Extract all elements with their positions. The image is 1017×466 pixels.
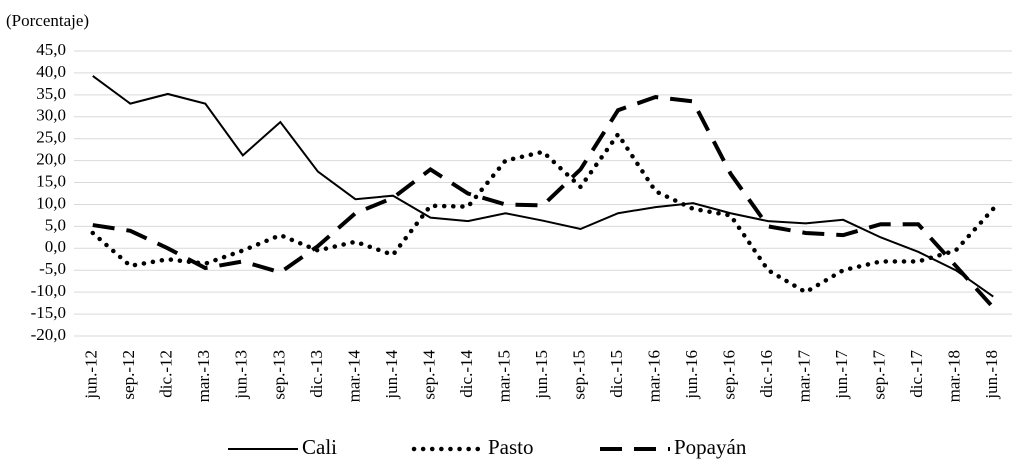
x-tick-label: jun.-13 xyxy=(232,350,251,400)
series-line xyxy=(90,130,996,295)
x-tick-label: dic.-15 xyxy=(607,350,626,398)
x-tick-label: mar.-13 xyxy=(194,350,213,402)
x-tick-label: sep.-13 xyxy=(269,350,288,400)
x-tick-label: mar.-15 xyxy=(494,350,513,402)
y-tick-label: 45,0 xyxy=(36,40,66,59)
y-tick-label: 10,0 xyxy=(36,193,66,212)
series-line xyxy=(92,75,994,298)
y-tick-label: -10,0 xyxy=(31,281,66,300)
x-tick-label: sep.-14 xyxy=(419,350,438,400)
y-tick-label: 0,0 xyxy=(45,237,66,256)
x-tick-label: sep.-16 xyxy=(720,350,739,400)
x-tick-label: dic.-14 xyxy=(457,350,476,398)
x-tick-label: dic.-17 xyxy=(907,350,926,398)
y-tick-label: 5,0 xyxy=(45,215,66,234)
y-tick-label: -20,0 xyxy=(31,325,66,344)
y-tick-label: -15,0 xyxy=(31,303,66,322)
x-tick-label: jun.-12 xyxy=(82,350,101,400)
x-tick-label: sep.-15 xyxy=(569,350,588,400)
y-tick-label: 35,0 xyxy=(36,84,66,103)
y-tick-label: 40,0 xyxy=(36,62,66,81)
x-tick-label: dic.-12 xyxy=(157,350,176,398)
x-tick-label: jun.-14 xyxy=(382,350,401,400)
x-tick-label: dic.-16 xyxy=(757,350,776,398)
y-tick-label: 30,0 xyxy=(36,106,66,125)
x-tick-label: sep.-17 xyxy=(870,350,889,400)
x-tick-label: jun.-18 xyxy=(982,350,1001,400)
x-tick-label: mar.-18 xyxy=(945,350,964,402)
y-tick-label: 25,0 xyxy=(36,128,66,147)
series-line xyxy=(92,94,995,309)
legend-label: Pasto xyxy=(488,435,534,459)
y-tick-label: 15,0 xyxy=(36,171,66,190)
y-tick-label: -5,0 xyxy=(39,259,66,278)
x-tick-label: jun.-16 xyxy=(682,350,701,400)
x-tick-label: mar.-17 xyxy=(795,350,814,403)
x-tick-label: mar.-14 xyxy=(344,350,363,403)
y-axis-label: (Porcentaje) xyxy=(6,11,89,30)
legend-label: Popayán xyxy=(674,435,747,459)
x-tick-label: jun.-15 xyxy=(532,350,551,400)
y-tick-label: 20,0 xyxy=(36,150,66,169)
x-tick-label: jun.-17 xyxy=(832,350,851,400)
legend-label: Cali xyxy=(302,435,337,459)
x-tick-label: mar.-16 xyxy=(644,350,663,402)
x-tick-label: sep.-12 xyxy=(119,350,138,400)
x-tick-label: dic.-13 xyxy=(307,350,326,398)
